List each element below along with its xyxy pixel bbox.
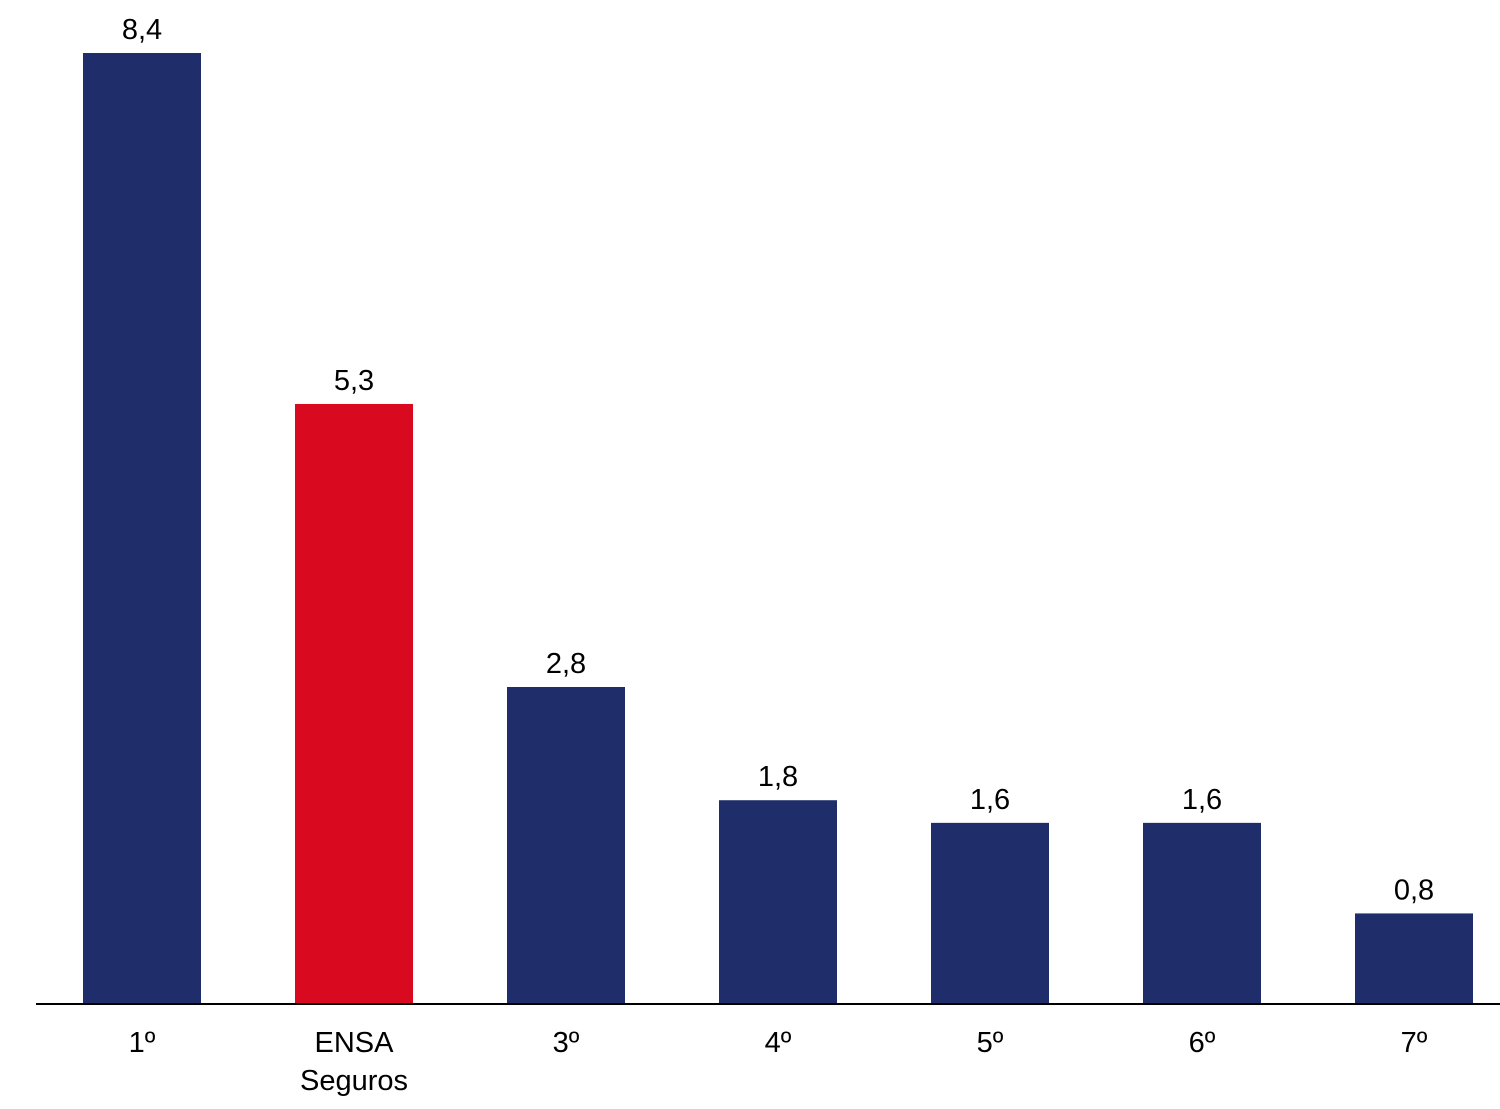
bar-4: [931, 822, 1049, 1004]
bar-5: [1143, 822, 1261, 1004]
bar-0: [83, 53, 201, 1004]
bar-3: [719, 800, 837, 1004]
bar-1: [295, 403, 413, 1004]
category-label-1-line-0: ENSA: [315, 1027, 395, 1059]
value-label-1: 5,3: [334, 365, 374, 397]
value-label-0: 8,4: [122, 14, 162, 46]
value-labels-layer: 8,4 5,3 2,8 1,8 1,6 1,6 0,8: [122, 14, 1434, 906]
bar-6: [1355, 913, 1473, 1004]
category-label-3: 4º: [765, 1027, 792, 1059]
bars-layer: [83, 53, 1473, 1004]
value-label-4: 1,6: [970, 784, 1010, 816]
category-label-0: 1º: [129, 1027, 156, 1059]
category-label-1-line-1: Seguros: [300, 1065, 408, 1097]
value-label-2: 2,8: [546, 648, 586, 680]
value-label-6: 0,8: [1394, 874, 1434, 906]
category-label-4: 5º: [977, 1027, 1004, 1059]
category-labels-layer: 1º ENSA Seguros 3º 4º 5º 6º 7º: [129, 1027, 1428, 1097]
category-label-5: 6º: [1189, 1027, 1216, 1059]
category-label-6: 7º: [1401, 1027, 1428, 1059]
bar-2: [507, 687, 625, 1004]
value-label-5: 1,6: [1182, 784, 1222, 816]
category-label-2: 3º: [553, 1027, 580, 1059]
value-label-3: 1,8: [758, 761, 798, 793]
